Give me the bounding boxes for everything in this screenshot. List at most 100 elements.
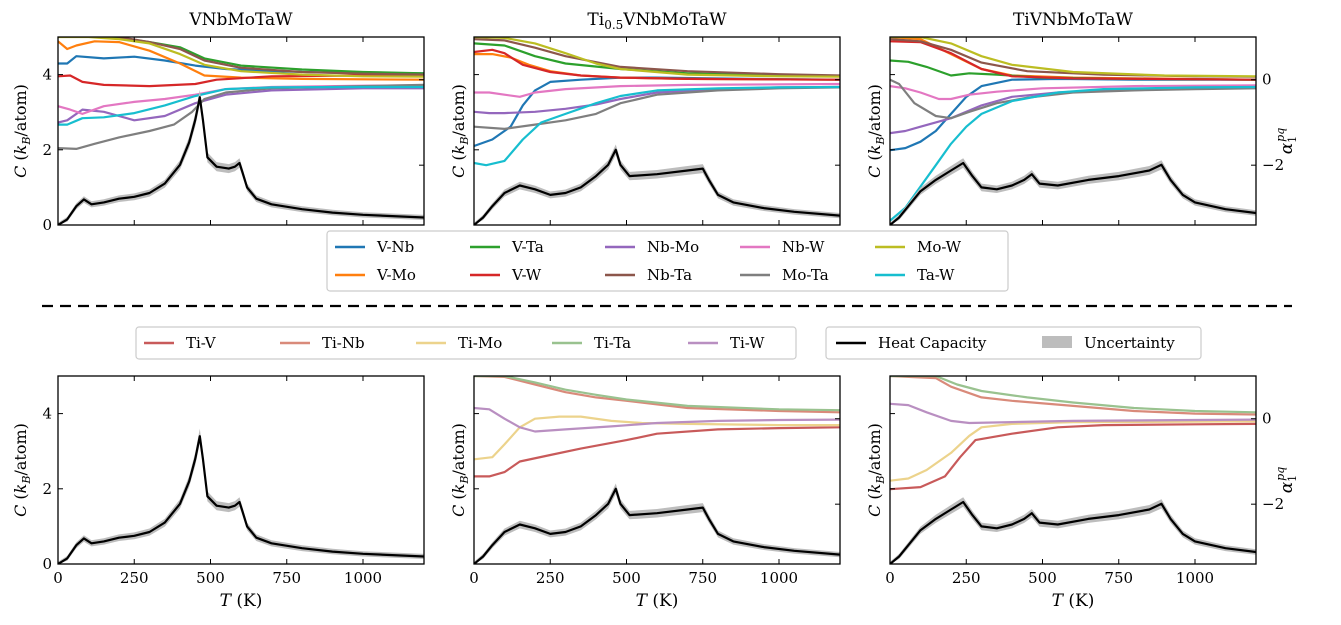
y-axis-label: C (kB/atom) <box>11 423 33 517</box>
x-tick-label: 1000 <box>1176 569 1214 587</box>
legend-label: Ti-Ta <box>594 334 631 352</box>
legend-label: Ti-V <box>186 334 217 352</box>
series-nb-ta <box>113 37 424 76</box>
heat-capacity-line <box>890 161 1256 225</box>
series-mo-w <box>890 37 1256 78</box>
x-tick-label: 250 <box>120 569 149 587</box>
series-v-ta <box>87 37 424 75</box>
panel-2: C (kB/atom) Ti0.5VNbMoTaW <box>449 10 841 226</box>
panel-6: 0 250 500 750 1000 0 −2 C (kB/atom) α1pq T (K) <box>865 375 1299 611</box>
x-tick-label: 250 <box>952 569 981 587</box>
heat-capacity-line <box>474 148 840 225</box>
legend-bottom: Ti-V Ti-Nb Ti-Mo Ti-Ta Ti-W <box>135 326 797 360</box>
x-tick-label: 1000 <box>344 569 382 587</box>
x-tick-label: 750 <box>1104 569 1133 587</box>
legend-label: Mo-Ta <box>782 266 829 284</box>
y2-tick-label: −2 <box>1262 156 1284 174</box>
x-axis-label: T (K) <box>636 591 679 611</box>
legend-item-ti-mo: Ti-Mo <box>416 334 502 352</box>
y2-tick-label: −2 <box>1262 495 1284 513</box>
legend-label: Ti-W <box>730 334 765 352</box>
legend-label: Nb-Mo <box>647 238 699 256</box>
plot-area <box>474 376 840 564</box>
y-axis-label: C (kB/atom) <box>449 84 471 178</box>
panel-title: VNbMoTaW <box>188 10 293 30</box>
series-nb-ta <box>474 38 840 77</box>
legend-frame <box>825 326 1202 360</box>
series-ti-ta <box>474 376 840 412</box>
series-mo-w <box>474 37 840 78</box>
y2-axis-label: α1pq <box>1274 467 1299 494</box>
legend-swatch <box>1042 336 1072 348</box>
y2-tick-label: 0 <box>1262 71 1272 89</box>
panel-title: Ti0.5VNbMoTaW <box>587 10 727 32</box>
plot-area <box>58 428 424 564</box>
series-ti-mo <box>890 420 1256 482</box>
series-mo-ta <box>474 86 840 130</box>
legend-label: Uncertainty <box>1084 334 1175 352</box>
y-axis-label: C (kB/atom) <box>865 423 887 517</box>
x-tick-label: 500 <box>196 569 225 587</box>
uncertainty-band <box>474 144 840 225</box>
legend-label: V-Mo <box>376 266 416 284</box>
series-v-mo <box>58 40 424 81</box>
series-ti-nb <box>890 376 1256 416</box>
y2-axis-label: α1pq <box>1274 128 1299 155</box>
x-tick-label: 500 <box>612 569 641 587</box>
legend-item-ti-ta: Ti-Ta <box>552 334 631 352</box>
heat-capacity-line <box>58 96 424 225</box>
series-ti-w <box>474 406 840 433</box>
plot-area <box>890 376 1256 564</box>
axes-frame <box>889 375 1257 565</box>
axes-frame <box>473 375 841 565</box>
legend-label: Ti-Nb <box>322 334 365 352</box>
legend-heat-capacity: Heat Capacity Uncertainty <box>825 326 1202 360</box>
axes-frame <box>57 36 425 226</box>
x-axis-label: T (K) <box>1052 591 1095 611</box>
plot-area <box>474 37 840 225</box>
legend-item-ti-w: Ti-W <box>688 334 765 352</box>
legend-item-heat-capacity: Heat Capacity <box>836 334 987 352</box>
legend-frame <box>135 326 797 360</box>
series-mo-ta <box>890 78 1256 120</box>
legend-label: V-Ta <box>511 238 544 256</box>
series-nb-w <box>474 82 840 98</box>
legend-item-nb-ta: Nb-Ta <box>605 266 692 284</box>
axes-frame <box>57 375 425 565</box>
heat-capacity-line <box>890 500 1256 564</box>
legend-label: Ti-Mo <box>458 334 502 352</box>
x-tick-label: 0 <box>885 569 895 587</box>
legend-item-ta-w: Ta-W <box>875 266 955 284</box>
series-mo-w <box>58 37 424 78</box>
legend-item-v-w: V-W <box>470 266 542 284</box>
legend-label: Heat Capacity <box>878 334 987 352</box>
uncertainty-band <box>58 89 424 225</box>
series-ti-v <box>890 422 1256 491</box>
series-ta-w <box>474 85 840 167</box>
legend-label: Ta-W <box>917 266 955 284</box>
legend-item-ti-v: Ti-V <box>144 334 217 352</box>
x-axis-label: T (K) <box>220 591 263 611</box>
y-tick-label: 4 <box>42 66 52 84</box>
axes-frame <box>889 36 1257 226</box>
x-tick-label: 750 <box>272 569 301 587</box>
legend-label: Mo-W <box>917 238 962 256</box>
series-ta-w <box>890 85 1256 222</box>
legend-item-v-mo: V-Mo <box>335 266 416 284</box>
series-ta-w <box>58 85 424 126</box>
legend-label: V-W <box>511 266 542 284</box>
legend-item-nb-w: Nb-W <box>740 238 825 256</box>
y-tick-label: 0 <box>42 555 52 573</box>
x-tick-label: 250 <box>536 569 565 587</box>
legend-label: Nb-Ta <box>647 266 692 284</box>
series-ti-v <box>474 426 840 478</box>
panel-1: 0 2 4 C (kB/atom) VNbMoTaW <box>11 10 425 234</box>
legend-item-mo-ta: Mo-Ta <box>740 266 829 284</box>
legend-label: V-Nb <box>376 238 414 256</box>
x-tick-label: 0 <box>53 569 63 587</box>
series-ti-nb <box>474 376 840 414</box>
uncertainty-band <box>890 497 1256 564</box>
x-tick-label: 750 <box>688 569 717 587</box>
series-ti-mo <box>474 415 840 461</box>
y-axis-label: C (kB/atom) <box>449 423 471 517</box>
